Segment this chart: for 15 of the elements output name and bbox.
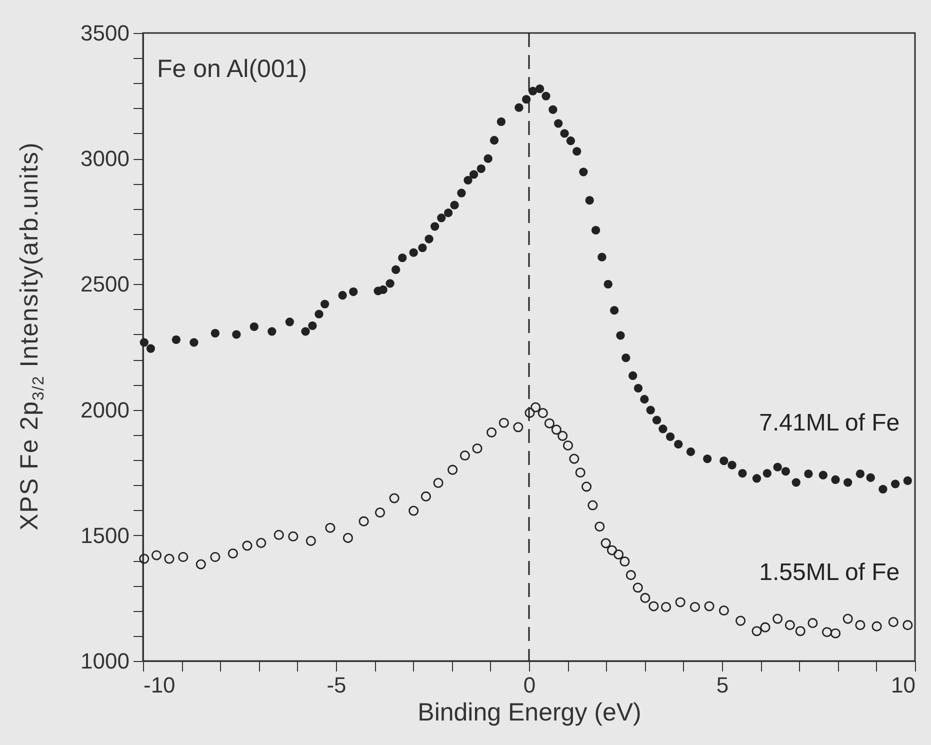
series-label: 1.55ML of Fe: [759, 559, 900, 586]
x-axis-title: Binding Energy (eV): [418, 698, 642, 726]
x-tick-label: 10: [891, 672, 916, 698]
y-tick-label: 3500: [80, 20, 130, 46]
annotation: Fe on Al(001): [157, 55, 308, 83]
y-tick-label: 3000: [80, 146, 130, 172]
y-tick-label: 2000: [80, 397, 130, 422]
x-tick-label: 0: [523, 672, 536, 698]
y-tick-label: 1500: [80, 522, 130, 548]
y-tick-label: 2500: [80, 272, 130, 297]
y-tick-label: 1000: [80, 648, 130, 674]
x-tick-label: -10: [144, 672, 176, 698]
x-tick-label: -5: [326, 672, 346, 698]
x-tick-label: 5: [716, 672, 729, 698]
series-label: 7.41ML of Fe: [759, 410, 900, 437]
